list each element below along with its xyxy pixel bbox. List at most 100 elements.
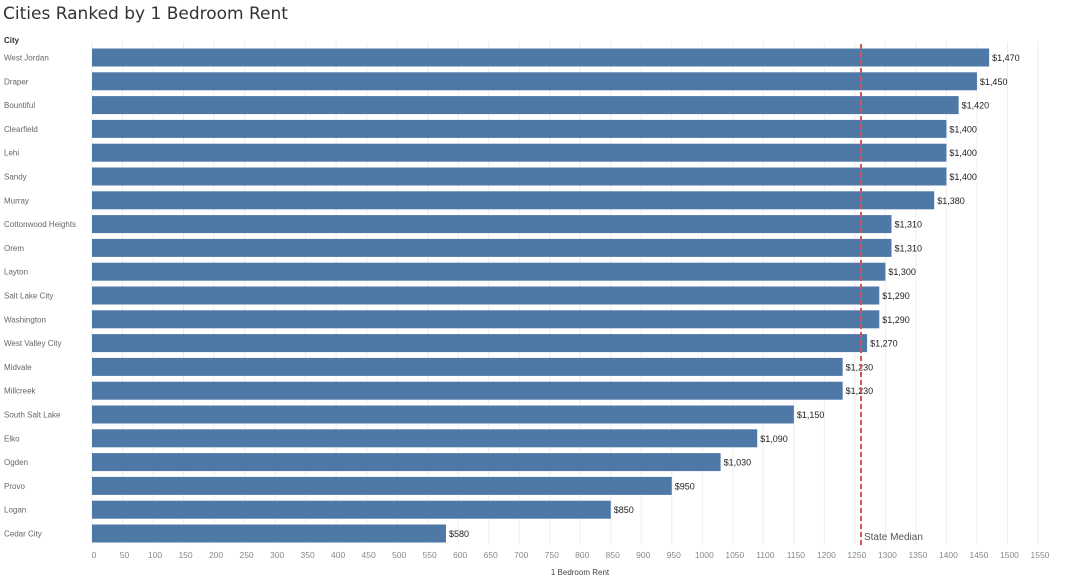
x-tick-label: 1450 <box>969 550 988 560</box>
value-label: $1,470 <box>992 53 1020 63</box>
value-label: $1,230 <box>846 386 874 396</box>
bars <box>92 48 990 543</box>
x-tick-label: 1550 <box>1031 550 1050 560</box>
city-label: Orem <box>4 244 24 253</box>
bar <box>92 72 977 91</box>
bar <box>92 215 892 234</box>
x-tick-label: 450 <box>362 550 376 560</box>
value-label: $1,450 <box>980 77 1008 87</box>
city-label: West Valley City <box>4 339 62 348</box>
city-label: Bountiful <box>4 101 35 110</box>
bar <box>92 238 892 257</box>
bar <box>92 143 947 162</box>
x-tick-label: 500 <box>392 550 406 560</box>
x-tick-label: 100 <box>148 550 162 560</box>
bar <box>92 310 880 329</box>
x-tick-label: 650 <box>484 550 498 560</box>
x-tick-label: 900 <box>636 550 650 560</box>
value-label: $1,420 <box>962 101 990 111</box>
city-label: Sandy <box>4 173 27 182</box>
city-label: West Jordan <box>4 54 49 63</box>
value-label: $850 <box>614 505 634 515</box>
x-tick-label: 400 <box>331 550 345 560</box>
chart-title: Cities Ranked by 1 Bedroom Rent <box>3 4 288 24</box>
bar <box>92 453 721 472</box>
x-tick-label: 1150 <box>787 550 806 560</box>
bar <box>92 405 794 424</box>
bar <box>92 476 672 495</box>
bar <box>92 429 758 448</box>
bar <box>92 191 935 210</box>
x-tick-label: 1500 <box>1000 550 1019 560</box>
x-tick-label: 1250 <box>847 550 866 560</box>
bar <box>92 96 959 115</box>
city-label: Elko <box>4 434 20 443</box>
value-label: $1,090 <box>760 434 788 444</box>
bar <box>92 286 880 305</box>
x-tick-label: 250 <box>239 550 253 560</box>
value-labels: $1,470 $1,450 $1,420 $1,400 $1,400 $1,400 $1,3… <box>449 53 1020 539</box>
x-tick-label: 0 <box>92 550 97 560</box>
x-axis-title: 1 Bedroom Rent <box>551 568 610 577</box>
city-label: Provo <box>4 482 25 491</box>
bar <box>92 262 886 281</box>
city-label: Logan <box>4 506 26 515</box>
value-label: $1,310 <box>894 220 922 230</box>
city-label: Cedar City <box>4 530 42 539</box>
city-label: Ogden <box>4 458 28 467</box>
city-label: Clearfield <box>4 125 38 134</box>
city-label: Lehi <box>4 149 19 158</box>
x-tick-label: 1350 <box>908 550 927 560</box>
value-label: $1,400 <box>949 124 977 134</box>
x-tick-label: 150 <box>178 550 192 560</box>
bar <box>92 334 868 353</box>
x-tick-label: 50 <box>120 550 130 560</box>
x-tick-label: 1200 <box>817 550 836 560</box>
bar <box>92 500 611 519</box>
x-tick-label: 1300 <box>878 550 897 560</box>
city-label: Cottonwood Heights <box>4 220 76 229</box>
city-label: Murray <box>4 196 29 205</box>
x-tick-label: 350 <box>301 550 315 560</box>
bar <box>92 524 446 543</box>
x-tick-label: 1050 <box>725 550 744 560</box>
x-tick-label: 1400 <box>939 550 958 560</box>
city-label: Salt Lake City <box>4 292 53 301</box>
city-label: Draper <box>4 77 29 86</box>
value-label: $1,400 <box>949 148 977 158</box>
x-tick-label: 1000 <box>695 550 714 560</box>
value-label: $1,030 <box>724 458 752 468</box>
value-label: $1,310 <box>894 243 922 253</box>
value-label: $1,380 <box>937 196 965 206</box>
value-label: $1,290 <box>882 315 910 325</box>
city-labels: West Jordan Draper Bountiful Clearfield Lehi… <box>4 54 76 539</box>
x-tick-label: 1100 <box>756 550 775 560</box>
city-label: South Salt Lake <box>4 411 61 420</box>
x-tick-label: 850 <box>606 550 620 560</box>
x-tick-label: 550 <box>423 550 437 560</box>
value-label: $1,230 <box>846 362 874 372</box>
value-label: $1,400 <box>949 172 977 182</box>
x-tick-label: 800 <box>575 550 589 560</box>
city-label: Millcreek <box>4 387 37 396</box>
median-label: State Median <box>864 532 923 543</box>
value-label: $580 <box>449 529 469 539</box>
value-label: $1,300 <box>888 267 916 277</box>
city-label: Layton <box>4 268 28 277</box>
bar <box>92 48 990 67</box>
x-tick-label: 200 <box>209 550 223 560</box>
x-tick-label: 950 <box>667 550 681 560</box>
bar <box>92 119 947 138</box>
value-label: $1,290 <box>882 291 910 301</box>
row-header-city: City <box>4 36 20 45</box>
value-label: $1,150 <box>797 410 825 420</box>
x-axis-ticks: 0 50 100 150 200 250 300 350 400 450 500 550 600 650 7… <box>92 550 1050 560</box>
value-label: $950 <box>675 481 695 491</box>
city-label: Midvale <box>4 363 32 372</box>
x-tick-label: 750 <box>545 550 559 560</box>
median-reference: State Median <box>859 44 923 545</box>
x-tick-label: 700 <box>514 550 528 560</box>
bar <box>92 357 843 376</box>
x-tick-label: 300 <box>270 550 284 560</box>
